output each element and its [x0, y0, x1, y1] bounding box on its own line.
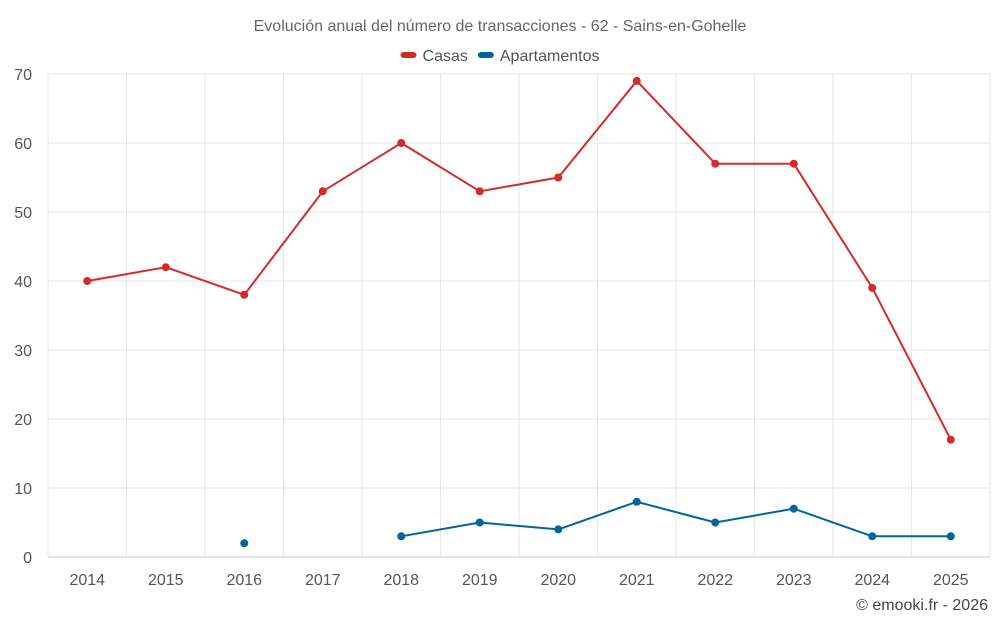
- data-point[interactable]: [946, 435, 955, 444]
- data-point[interactable]: [789, 504, 798, 513]
- grid: [47, 73, 991, 558]
- data-point[interactable]: [475, 187, 484, 196]
- x-tick-label: 2019: [462, 572, 498, 589]
- data-point[interactable]: [161, 263, 170, 272]
- legend-label: Casas: [423, 48, 468, 65]
- data-point[interactable]: [632, 497, 641, 506]
- y-tick-label: 50: [14, 205, 32, 222]
- legend-item-casas[interactable]: Casas: [400, 48, 468, 65]
- y-tick-label: 60: [14, 136, 32, 153]
- x-axis-ticks: 2014 2015 2016 2017 2018 2019 2020 2021 2022 2023…: [69, 572, 968, 589]
- legend: Casas Apartamentos: [400, 48, 600, 65]
- data-point[interactable]: [397, 139, 406, 147]
- x-tick-label: 2017: [305, 572, 341, 589]
- data-point[interactable]: [240, 290, 249, 299]
- x-tick-label: 2018: [383, 572, 419, 589]
- series-layer: [83, 76, 955, 548]
- x-tick-label: 2022: [697, 572, 733, 589]
- legend-swatch: [400, 52, 417, 58]
- x-tick-label: 2023: [776, 572, 812, 589]
- data-point[interactable]: [554, 173, 563, 182]
- legend-swatch: [477, 52, 494, 58]
- data-point[interactable]: [397, 532, 406, 541]
- data-point[interactable]: [711, 518, 720, 527]
- y-axis-ticks: 0 10 20 30 40 50 60 70: [14, 67, 32, 567]
- y-tick-label: 0: [23, 550, 32, 567]
- x-tick-label: 2016: [226, 572, 262, 589]
- x-tick-label: 2021: [619, 572, 655, 589]
- x-tick-label: 2015: [148, 572, 184, 589]
- data-point[interactable]: [83, 277, 92, 285]
- y-tick-label: 20: [14, 412, 32, 429]
- data-point[interactable]: [868, 283, 877, 292]
- data-point[interactable]: [554, 525, 563, 534]
- y-tick-label: 30: [14, 343, 32, 360]
- credits: © emooki.fr - 2026: [856, 597, 988, 614]
- data-point[interactable]: [868, 532, 877, 541]
- x-tick-label: 2014: [69, 572, 105, 589]
- series-casas: [83, 76, 955, 444]
- x-tick-label: 2020: [540, 572, 576, 589]
- x-tick-label: 2024: [854, 572, 890, 589]
- x-tick-label: 2025: [933, 572, 969, 589]
- data-point[interactable]: [318, 187, 327, 196]
- data-point[interactable]: [946, 532, 955, 541]
- y-tick-label: 70: [14, 67, 32, 84]
- data-point[interactable]: [240, 539, 249, 548]
- legend-label: Apartamentos: [500, 48, 600, 65]
- chart-title: Evolución anual del número de transaccio…: [254, 18, 747, 35]
- data-point[interactable]: [789, 159, 798, 168]
- y-tick-label: 10: [14, 481, 32, 498]
- data-point[interactable]: [632, 76, 641, 85]
- series-line: [86, 79, 952, 441]
- data-point[interactable]: [475, 518, 484, 527]
- data-point[interactable]: [711, 159, 720, 168]
- y-tick-label: 40: [14, 274, 32, 291]
- series-line: [400, 500, 952, 538]
- series-apartamentos: [240, 497, 955, 548]
- legend-item-apartamentos[interactable]: Apartamentos: [477, 48, 600, 65]
